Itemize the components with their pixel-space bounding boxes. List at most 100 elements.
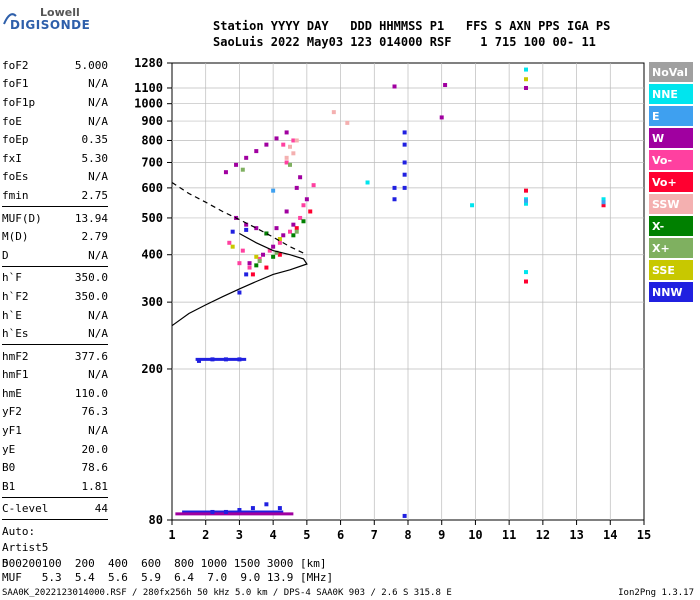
param-label: foF1p <box>2 95 36 109</box>
param-row: foE N/A <box>2 112 108 131</box>
param-label: B1 <box>2 479 16 493</box>
param-label: h`Es <box>2 327 29 341</box>
data-point-x- <box>240 167 245 172</box>
data-point-vo- <box>237 261 242 266</box>
data-point-w <box>223 170 228 175</box>
x-tick-label: 2 <box>202 528 209 542</box>
data-point-nnw <box>392 197 397 202</box>
param-label: MUF(D) <box>2 211 42 225</box>
data-point-vo- <box>294 226 299 231</box>
param-row: B0 78.6 <box>2 458 108 477</box>
param-separator <box>2 519 108 521</box>
data-point-nnw <box>402 185 407 190</box>
data-point-nnw <box>264 502 269 507</box>
x-tick-label: 15 <box>637 528 651 542</box>
param-label: h`F2 <box>2 289 29 303</box>
data-point-w <box>439 115 444 120</box>
y-tick-label: 800 <box>141 133 163 147</box>
param-value: N/A <box>88 114 108 128</box>
x-tick-label: 4 <box>270 528 277 542</box>
data-point-w <box>443 83 448 88</box>
param-row: foF1p N/A <box>2 93 108 112</box>
data-point-w <box>274 136 279 141</box>
data-point-nnw <box>402 172 407 177</box>
x-tick-label: 1 <box>168 528 175 542</box>
param-row: foF2 5.000 <box>2 56 108 75</box>
param-value: 78.6 <box>81 461 109 475</box>
data-point-w <box>298 175 303 180</box>
lowell-swirl-icon <box>3 13 17 25</box>
param-label: h`E <box>2 308 22 322</box>
logo-line1: Lowell <box>40 6 80 19</box>
y-tick-label: 500 <box>141 211 163 225</box>
data-point-ssw <box>331 110 336 115</box>
data-point-vo- <box>240 248 245 253</box>
x-tick-label: 3 <box>236 528 243 542</box>
param-value: 44 <box>94 502 108 516</box>
param-label: C-level <box>2 502 49 516</box>
legend: NoVal NNE E W Vo- Vo+ SSW X- X+ SSE NNW <box>649 62 693 304</box>
data-point-x- <box>274 250 279 255</box>
data-point-vo- <box>257 256 262 261</box>
x-tick-label: 7 <box>371 528 378 542</box>
param-row: hmF1 N/A <box>2 366 108 385</box>
data-point-w <box>392 84 397 89</box>
param-label: M(D) <box>2 230 29 244</box>
profile-dashed-line <box>171 181 308 256</box>
data-point-w <box>247 261 252 266</box>
param-value: 13.94 <box>74 211 108 225</box>
param-label: foEp <box>2 133 29 147</box>
param-row: yE 20.0 <box>2 440 108 459</box>
param-row: foEs N/A <box>2 168 108 187</box>
param-row: C-level 44 <box>2 500 108 519</box>
data-point-ssw <box>288 144 292 149</box>
param-label: fxI <box>2 151 22 165</box>
data-point-ssw <box>284 155 289 160</box>
param-value: 5.30 <box>81 151 109 165</box>
data-point-vo- <box>301 203 306 208</box>
data-point-nnw <box>223 357 228 362</box>
param-label: D <box>2 248 9 262</box>
data-point-vo- <box>227 240 232 245</box>
y-tick-label: 700 <box>141 155 163 169</box>
param-value: 350.0 <box>74 271 108 285</box>
param-label: foF2 <box>2 58 29 72</box>
data-point-vo- <box>524 188 528 193</box>
param-label: foEs <box>2 170 29 184</box>
param-value: 2.75 <box>81 188 109 202</box>
data-point-vo- <box>298 215 303 220</box>
param-row: M(D) 2.79 <box>2 227 108 246</box>
logo-line2: DIGISONDE <box>10 18 91 32</box>
data-point-ssw <box>294 138 299 143</box>
data-point-nnw <box>402 160 407 165</box>
param-value: N/A <box>88 95 108 109</box>
data-point-nnw <box>392 185 397 190</box>
legend-item-nnw: NNW <box>649 282 693 302</box>
param-value: 1.81 <box>81 479 109 493</box>
y-tick-label: 80 <box>149 513 163 527</box>
data-point-vo- <box>247 265 252 270</box>
data-point-nnw <box>244 227 249 232</box>
param-value: N/A <box>88 368 108 382</box>
y-tick-label: 200 <box>141 362 163 376</box>
data-point-nnw <box>250 506 255 511</box>
data-point-nnw <box>402 142 407 147</box>
data-point-w <box>291 222 296 227</box>
param-value: N/A <box>88 308 108 322</box>
data-point-vo- <box>524 279 528 284</box>
data-point-nne <box>524 67 528 72</box>
data-point-w <box>284 130 289 135</box>
data-point-vo- <box>281 142 286 147</box>
y-tick-label: 1100 <box>134 81 163 95</box>
y-tick-label: 400 <box>141 248 163 262</box>
header-row1: Station YYYY DAY DDD HHMMSS P1 FFS S AXN… <box>213 19 611 33</box>
param-value: 20.0 <box>81 442 109 456</box>
x-tick-label: 6 <box>337 528 344 542</box>
data-point-x- <box>257 259 262 264</box>
auto-scaling-line: Auto: <box>2 525 36 539</box>
data-point-ssw <box>345 120 350 125</box>
param-row: h`E N/A <box>2 306 108 325</box>
data-point-nnw <box>237 508 242 513</box>
param-separator <box>2 205 108 207</box>
